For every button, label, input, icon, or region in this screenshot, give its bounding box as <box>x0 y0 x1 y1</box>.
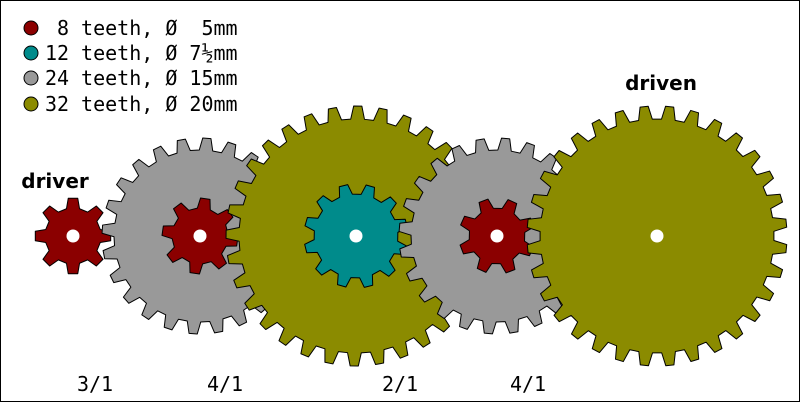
legend-text-8-teeth: teeth, Ø 5mm <box>69 16 238 40</box>
teal-pinion-axle-hole <box>349 229 363 243</box>
teal-pinion <box>304 184 408 288</box>
red-pinion-2-axle-hole <box>490 229 504 243</box>
legend-count-24-teeth: 24 <box>45 66 69 90</box>
ratio-label-3: 2/1 <box>382 372 418 396</box>
legend-count-32-teeth: 32 <box>45 92 69 116</box>
driven-gear-axle-hole <box>650 229 664 243</box>
legend-text-12-teeth: teeth, Ø 7½mm <box>69 41 238 65</box>
legend-count-8-teeth: 8 <box>45 16 69 40</box>
legend-count-12-teeth: 12 <box>45 41 69 65</box>
legend-text-24-teeth: teeth, Ø 15mm <box>69 66 238 90</box>
red-pinion-1 <box>161 197 239 275</box>
driven-label: driven <box>625 71 697 95</box>
legend: 8 teeth, Ø 5mm 12 teeth, Ø 7½mm 24 teeth… <box>23 16 238 116</box>
gear-layer <box>34 105 788 367</box>
ratio-label-2: 4/1 <box>207 372 243 396</box>
legend-swatch-12-teeth <box>23 45 39 61</box>
driven-gear <box>526 105 788 367</box>
driver-gear-axle-hole <box>66 229 80 243</box>
legend-text-32-teeth: teeth, Ø 20mm <box>69 92 238 116</box>
legend-swatch-32-teeth <box>23 96 39 112</box>
driver-gear <box>34 197 112 275</box>
ratio-label-1: 3/1 <box>77 372 113 396</box>
legend-swatch-8-teeth <box>23 20 39 36</box>
red-pinion-2 <box>459 198 535 274</box>
legend-swatch-24-teeth <box>23 70 39 86</box>
driver-label: driver <box>21 169 89 193</box>
red-pinion-1-axle-hole <box>193 229 207 243</box>
ratio-label-4: 4/1 <box>510 372 546 396</box>
